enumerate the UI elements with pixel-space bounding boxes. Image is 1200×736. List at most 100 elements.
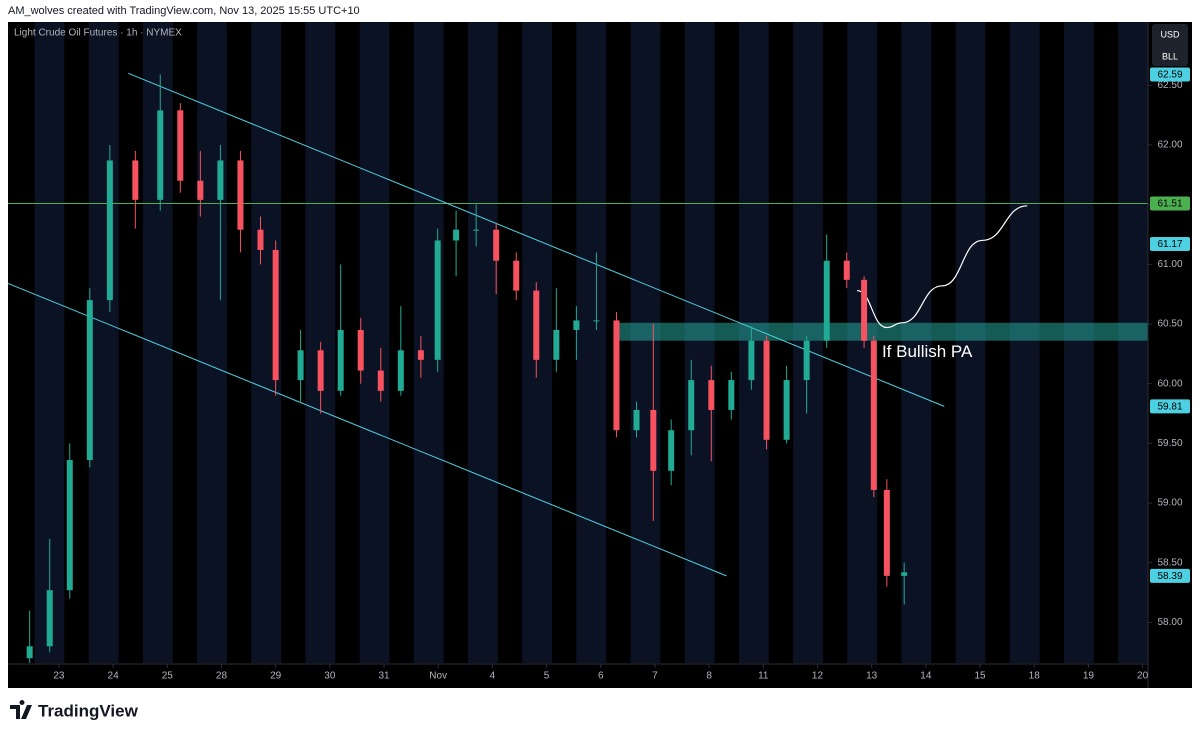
candle	[783, 365, 790, 444]
header-text: AM_wolves created with TradingView.com, …	[8, 5, 360, 17]
session-shade	[197, 22, 227, 663]
session-shade	[359, 22, 390, 663]
candle	[901, 562, 908, 605]
session-shade	[1009, 22, 1040, 663]
candle-body	[317, 350, 324, 391]
candle	[337, 264, 344, 396]
unit: BLL	[1162, 51, 1178, 61]
candle-body	[513, 260, 520, 291]
y-tick-label: 58.50	[1157, 557, 1182, 568]
price-label-box	[1150, 196, 1190, 211]
axes: 23 24 25 28 29 30 31 Nov 4 5 6 7 8 11 12 13 14 15 18 19 20 62…	[53, 67, 1190, 682]
candle-body	[728, 380, 735, 410]
x-tick-label: 12	[812, 671, 824, 682]
candle	[650, 323, 657, 521]
candle-body	[763, 340, 770, 440]
candle	[86, 288, 93, 468]
candle	[803, 335, 810, 414]
candle	[763, 335, 770, 450]
price-label: 61.51	[1157, 199, 1182, 210]
candle-body	[237, 160, 244, 230]
candle-body	[901, 572, 908, 576]
candle-body	[823, 260, 830, 341]
candle	[237, 150, 244, 253]
x-tick-label: 31	[378, 671, 390, 682]
candle-body	[217, 160, 224, 200]
candle-body	[843, 260, 850, 280]
candle-body	[473, 229, 480, 231]
candle-body	[197, 180, 204, 200]
candle-body	[132, 160, 139, 200]
candle-body	[397, 350, 404, 391]
session-shade	[1118, 22, 1148, 663]
candle	[708, 365, 715, 462]
candle-body	[573, 320, 580, 330]
candle-body	[434, 240, 441, 360]
plot: If Bullish PA	[7, 72, 1148, 663]
y-tick-label: 61.00	[1157, 259, 1182, 270]
candle	[513, 252, 520, 301]
candle-body	[553, 329, 560, 360]
y-tick-label: 62.00	[1157, 140, 1182, 151]
x-tick-label: 24	[108, 671, 120, 682]
candle-body	[861, 279, 868, 341]
candle-body	[46, 590, 53, 647]
candle	[573, 306, 580, 360]
candle-body	[708, 380, 715, 410]
x-tick-label: 11	[758, 671, 769, 682]
x-tick-label: 23	[53, 671, 65, 682]
candle	[272, 240, 279, 396]
candle-body	[257, 229, 264, 250]
session-shade	[576, 22, 607, 663]
projection-curve	[856, 205, 1028, 329]
price-label: 58.39	[1157, 571, 1182, 582]
candle-body	[533, 290, 540, 360]
annotation: If Bullish PA	[882, 342, 973, 361]
candle-body	[66, 460, 73, 591]
brand-logo	[10, 699, 32, 719]
session-shade	[901, 22, 932, 663]
candle	[870, 335, 877, 498]
candle-body	[688, 380, 695, 431]
currency: USD	[1160, 29, 1180, 39]
x-tick-label: 8	[706, 671, 712, 682]
brand-name: TradingView	[38, 701, 139, 720]
candle	[26, 610, 33, 663]
candle-body	[453, 229, 460, 241]
session-shade	[630, 22, 661, 663]
price-label: 62.59	[1157, 70, 1182, 81]
candle-body	[668, 430, 675, 471]
candle	[883, 479, 890, 587]
candle	[132, 150, 139, 229]
candle	[593, 252, 600, 330]
candle	[823, 234, 830, 348]
session-shade	[1064, 22, 1094, 663]
candle	[106, 144, 113, 313]
candle	[297, 329, 304, 402]
price-label-box	[1150, 568, 1190, 583]
candle-body	[157, 110, 164, 200]
candle	[553, 288, 560, 372]
candle-body	[593, 320, 600, 322]
price-label: 61.17	[1157, 239, 1182, 250]
candle	[748, 326, 755, 390]
candle	[493, 222, 500, 295]
candle	[668, 419, 675, 486]
x-tick-label: 13	[866, 671, 878, 682]
x-tick-label: 30	[324, 671, 336, 682]
candle	[473, 204, 480, 247]
x-tick-label: 5	[544, 671, 550, 682]
candle	[417, 335, 424, 378]
x-tick-label: 28	[216, 671, 228, 682]
candle-body	[493, 229, 500, 261]
chart-title: Light Crude Oil Futures · 1h · NYMEX	[14, 28, 182, 39]
candle	[46, 538, 53, 653]
session-shade	[955, 22, 986, 663]
unit-box[interactable]	[1152, 24, 1188, 66]
candle-body	[870, 340, 877, 490]
x-tick-label: Nov	[429, 671, 447, 682]
candle	[843, 252, 850, 289]
candle-body	[337, 329, 344, 391]
candle-body	[272, 249, 279, 381]
